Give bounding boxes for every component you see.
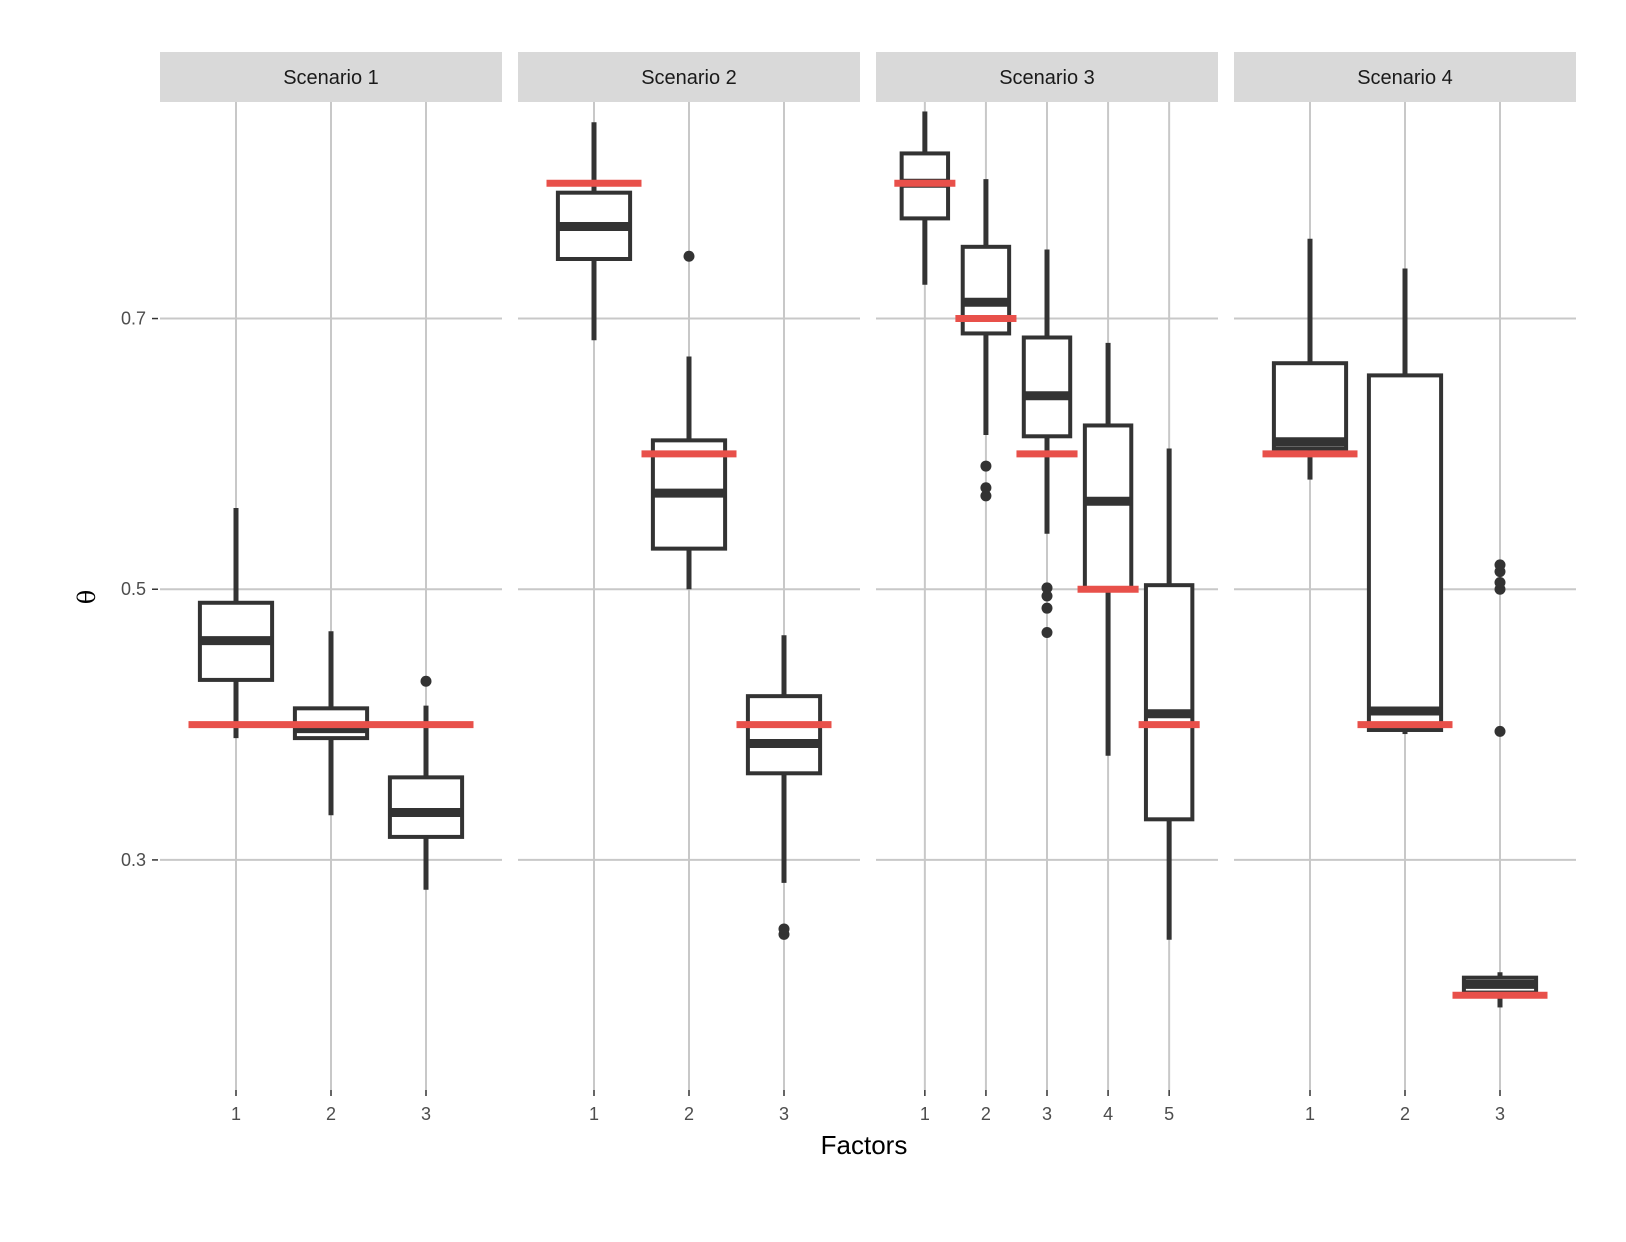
boxplot-box-group — [1461, 559, 1539, 1008]
x-tick-label: 1 — [920, 1104, 930, 1124]
outlier-point — [1041, 602, 1053, 614]
box-iqr — [1366, 373, 1444, 732]
facet-strip-label: Scenario 3 — [999, 67, 1095, 89]
x-axis-title: Factors — [821, 1130, 908, 1160]
outlier-point — [980, 490, 992, 502]
x-tick-label: 2 — [981, 1104, 991, 1124]
boxplot-box-group — [555, 122, 633, 341]
x-tick-label: 5 — [1164, 1104, 1174, 1124]
y-axis: 0.3 0.5 0.7 — [121, 309, 158, 870]
x-tick-label: 2 — [1400, 1104, 1410, 1124]
x-tick-label: 3 — [779, 1104, 789, 1124]
outlier-point — [1041, 627, 1053, 639]
x-tick-label: 2 — [684, 1104, 694, 1124]
facet-strip — [1234, 52, 1576, 102]
outlier-point — [778, 923, 790, 935]
x-tick-label: 1 — [231, 1104, 241, 1124]
boxplot-box-group — [650, 250, 728, 590]
box-iqr — [1143, 583, 1195, 822]
outlier-point — [980, 482, 992, 494]
box-iqr — [1271, 361, 1349, 451]
x-tick-label: 3 — [1495, 1104, 1505, 1124]
box-iqr — [745, 694, 823, 776]
facet-strip — [160, 52, 502, 102]
x-tick-label: 1 — [589, 1104, 599, 1124]
facet-panel: Scenario 3 1 2 3 4 5 — [876, 52, 1218, 1124]
facet-strip-label: Scenario 4 — [1357, 67, 1453, 89]
y-axis-title: θ — [73, 590, 101, 604]
outlier-point — [1494, 559, 1506, 571]
boxplot-box-group — [387, 675, 465, 890]
boxplot-box-group — [899, 111, 951, 285]
box-iqr — [387, 775, 465, 839]
boxplot-box-group — [1366, 268, 1444, 735]
x-tick-label: 1 — [1305, 1104, 1315, 1124]
x-tick-label: 4 — [1103, 1104, 1113, 1124]
facet-panel: Scenario 4 1 2 3 — [1234, 52, 1576, 1124]
facet-strip — [518, 52, 860, 102]
y-tick-label: 0.7 — [121, 309, 146, 329]
y-tick-label: 0.5 — [121, 579, 146, 599]
outlier-point — [420, 675, 432, 687]
boxplot-box-group — [745, 635, 823, 940]
x-tick-label: 3 — [1042, 1104, 1052, 1124]
x-tick-label: 2 — [326, 1104, 336, 1124]
outlier-point — [980, 460, 992, 472]
facet-strip — [876, 52, 1218, 102]
boxplot-box-group — [1271, 238, 1349, 480]
facet-panels: Scenario 1 1 2 3 Scenario 2 1 2 3 Scenario 3 1 2 3 4… — [160, 52, 1576, 1124]
outlier-point — [683, 250, 695, 262]
facet-strip-label: Scenario 2 — [641, 67, 737, 89]
y-tick-label: 0.3 — [121, 850, 146, 870]
facet-panel: Scenario 1 1 2 3 — [160, 52, 502, 1124]
boxplot-box-group — [197, 508, 275, 739]
boxplot-box-group — [1082, 342, 1134, 756]
x-tick-label: 3 — [421, 1104, 431, 1124]
outlier-point — [1041, 582, 1053, 594]
boxplot-box-group — [1143, 448, 1195, 940]
outlier-point — [1494, 576, 1506, 588]
facet-panel: Scenario 2 1 2 3 — [518, 52, 860, 1124]
boxplot-box-group — [1021, 249, 1073, 639]
outlier-point — [1041, 590, 1053, 602]
facet-strip-label: Scenario 1 — [283, 67, 379, 89]
outlier-point — [1494, 725, 1506, 737]
box-iqr — [1082, 423, 1134, 592]
box-iqr — [1021, 335, 1073, 439]
